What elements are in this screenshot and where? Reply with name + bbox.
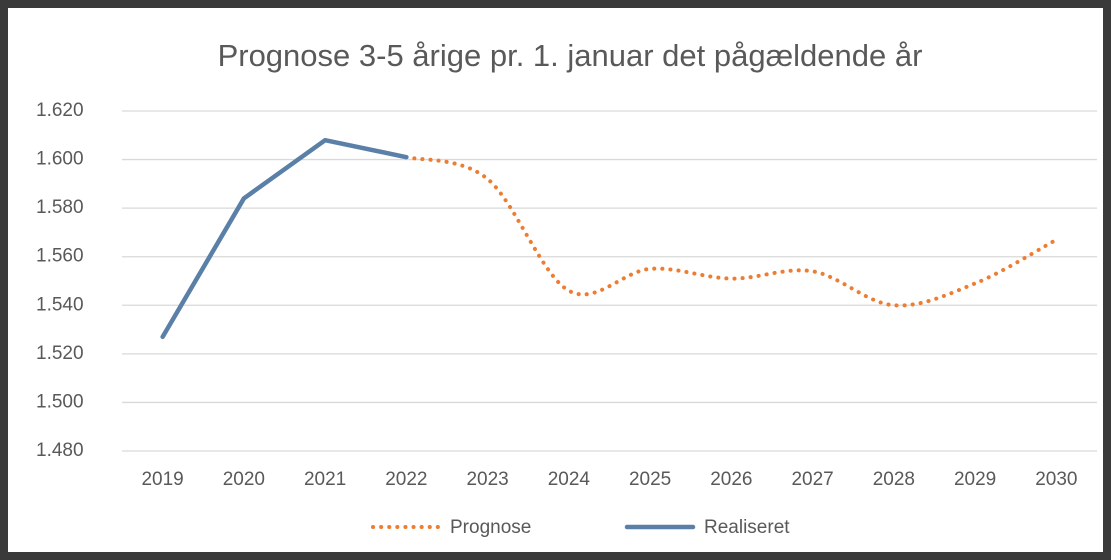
x-tick-label: 2028: [873, 469, 915, 490]
y-tick-label: 1.560: [36, 246, 84, 267]
chart-title: Prognose 3-5 årige pr. 1. januar det påg…: [218, 38, 923, 73]
legend-label: Prognose: [450, 517, 531, 538]
legend-label: Realiseret: [704, 517, 790, 538]
x-tick-label: 2030: [1035, 469, 1077, 490]
y-tick-label: 1.540: [36, 294, 84, 315]
x-tick-label: 2027: [791, 469, 833, 490]
x-tick-label: 2025: [629, 469, 671, 490]
x-tick-label: 2022: [385, 469, 427, 490]
x-tick-label: 2026: [710, 469, 752, 490]
y-tick-label: 1.580: [36, 197, 84, 218]
y-tick-label: 1.600: [36, 149, 84, 170]
y-tick-label: 1.500: [36, 391, 84, 412]
series-line: [404, 155, 1059, 308]
x-tick-label: 2021: [304, 469, 346, 490]
x-tick-label: 2019: [141, 469, 183, 490]
series-line: [160, 137, 409, 340]
x-tick-label: 2024: [548, 469, 591, 490]
y-tick-label: 1.480: [36, 440, 84, 461]
y-tick-label: 1.620: [36, 100, 84, 121]
y-tick-label: 1.520: [36, 343, 84, 364]
x-tick-label: 2029: [954, 469, 996, 490]
x-tick-label: 2020: [223, 469, 265, 490]
x-tick-label: 2023: [466, 469, 508, 490]
